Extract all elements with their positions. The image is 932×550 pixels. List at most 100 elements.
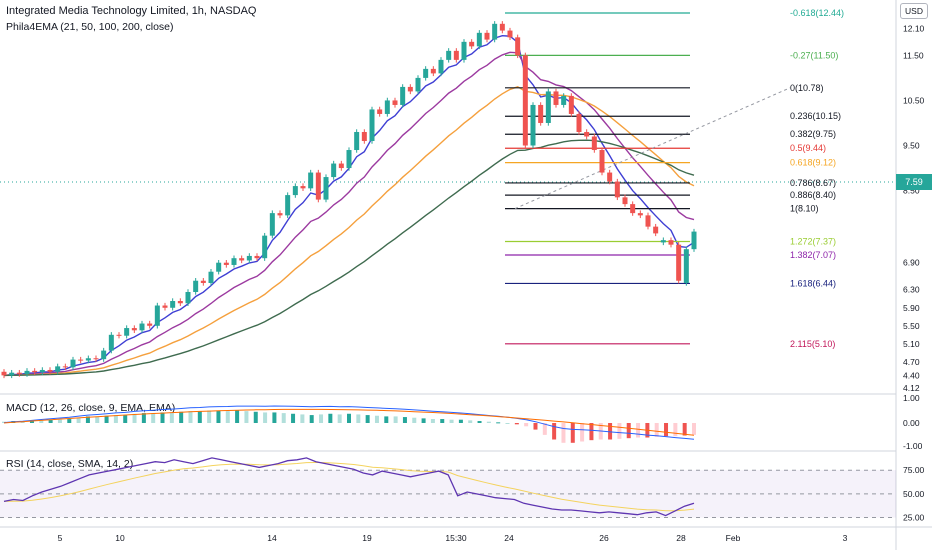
candle	[668, 237, 674, 248]
time-tick-label: 14	[267, 533, 277, 543]
candle-body	[239, 258, 245, 261]
fib-label: 1.272(7.37)	[790, 237, 836, 247]
time-tick-label: 24	[504, 533, 514, 543]
macd-bar	[235, 410, 240, 423]
candle	[147, 320, 153, 329]
candle	[614, 178, 620, 201]
candle-body	[292, 186, 298, 196]
candle	[78, 356, 84, 364]
price-tick-label: 6.30	[903, 285, 920, 295]
candle-body	[630, 204, 636, 214]
candle-body	[637, 213, 643, 216]
candle	[47, 367, 53, 375]
candle-body	[384, 100, 390, 114]
candle	[637, 210, 643, 219]
fib-label: 0.5(9.44)	[790, 143, 826, 153]
candle	[361, 129, 367, 144]
time-tick-label: 26	[599, 533, 609, 543]
candle-body	[660, 240, 666, 243]
candle-body	[246, 255, 252, 261]
macd-bar	[160, 412, 165, 423]
macd-bar	[421, 418, 426, 423]
macd-bar	[29, 421, 34, 423]
fib-level: -0.618(12.44)	[505, 8, 844, 18]
macd-bar	[552, 423, 557, 440]
candle	[599, 147, 605, 176]
macd-bar	[39, 420, 44, 423]
candle-body	[576, 113, 582, 132]
fib-level: 1(8.10)	[505, 204, 819, 214]
candle-body	[269, 213, 275, 236]
fib-label: 0.382(9.75)	[790, 129, 836, 139]
candle-body	[461, 41, 467, 60]
fib-label: 0.886(8.40)	[790, 190, 836, 200]
fib-level: 1.618(6.44)	[505, 278, 836, 288]
candle	[216, 259, 222, 275]
macd-bar	[188, 411, 193, 423]
candle	[185, 289, 191, 306]
macd-bar	[20, 421, 25, 423]
macd-tick-label: 1.00	[903, 393, 920, 403]
macd-bar	[505, 423, 510, 424]
macd-bar	[430, 419, 435, 423]
macd-bar	[253, 411, 258, 423]
fib-label: 0.618(9.12)	[790, 158, 836, 168]
candle-body	[476, 32, 482, 47]
candle-body	[62, 366, 68, 368]
rsi-pane: 75.00 50.00 25.00	[0, 457, 925, 523]
fib-level: 0.786(8.67)	[505, 178, 836, 188]
candle-body	[430, 68, 436, 74]
time-tick-label: 3	[843, 533, 848, 543]
macd-tick-label: -1.00	[903, 441, 923, 451]
candle-body	[331, 163, 337, 178]
price-tick-label: 5.10	[903, 339, 920, 349]
candle-body	[124, 328, 130, 336]
price-tick-label: 6.90	[903, 258, 920, 268]
candle-body	[55, 366, 61, 372]
candle	[323, 174, 329, 203]
macd-bar	[608, 423, 613, 440]
candle	[154, 302, 160, 329]
macd-bar	[151, 413, 156, 423]
candle-body	[653, 226, 659, 234]
candle	[269, 210, 275, 239]
time-axis: 5 10 14 19 15:30 24 26 28 Feb 3	[58, 533, 848, 543]
macd-bar	[458, 419, 463, 423]
candle-body	[492, 23, 498, 40]
fib-level: 0(10.78)	[505, 83, 824, 93]
macd-bar	[132, 413, 137, 423]
candle	[55, 363, 61, 375]
fib-label: -0.618(12.44)	[790, 8, 844, 18]
candle-body	[24, 370, 30, 375]
candle-body	[346, 150, 352, 169]
price-axis: 12.1011.5010.509.508.507.596.906.305.905…	[903, 23, 925, 393]
candle-body	[78, 359, 84, 361]
time-tick-label: Feb	[726, 533, 741, 543]
macd-bar	[514, 423, 519, 425]
candle-body	[423, 68, 429, 78]
candle-body	[530, 104, 536, 146]
price-tick-label: 5.50	[903, 321, 920, 331]
macd-bar	[281, 413, 286, 423]
candle-body	[369, 109, 375, 142]
candle	[246, 253, 252, 264]
candle-body	[507, 30, 513, 38]
candle-body	[584, 131, 590, 137]
macd-bar	[617, 423, 622, 439]
time-tick-label: 28	[676, 533, 686, 543]
candle-body	[438, 59, 444, 74]
candle	[683, 246, 689, 286]
macd-bar	[328, 413, 333, 423]
candle	[522, 52, 528, 149]
candle	[346, 147, 352, 171]
macd-bar	[76, 417, 81, 423]
signal-line	[3, 408, 695, 436]
candle-body	[285, 195, 291, 216]
currency-button[interactable]: USD	[900, 3, 928, 19]
chart-title: Integrated Media Technology Limited, 1h,…	[6, 5, 257, 17]
candle-body	[354, 131, 360, 151]
candle	[515, 34, 521, 59]
candle	[476, 30, 482, 50]
candle	[461, 39, 467, 63]
